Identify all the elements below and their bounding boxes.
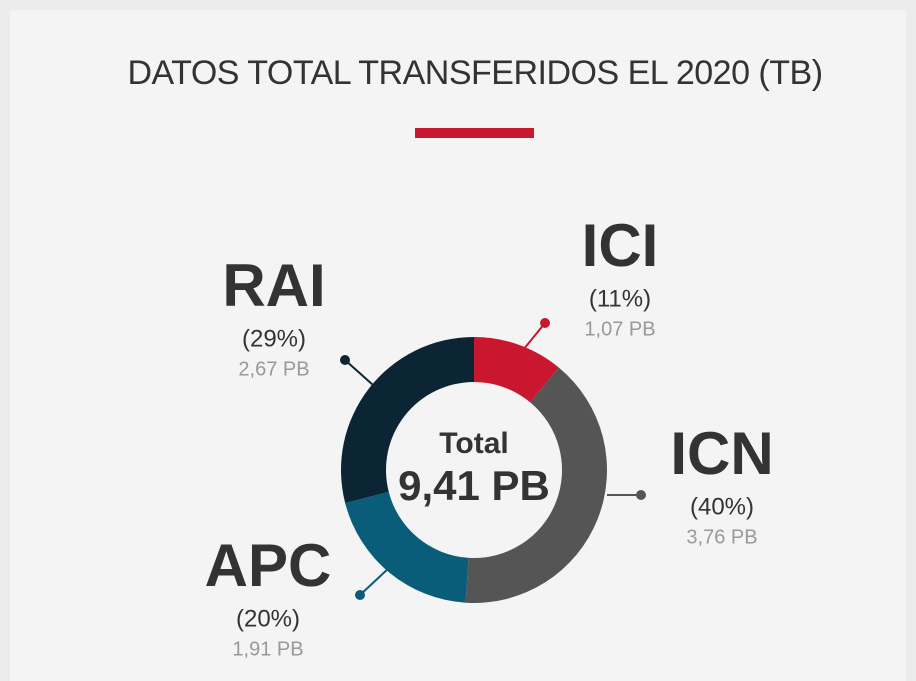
title-underline	[415, 128, 534, 138]
amount-label: 3,76 PB	[686, 526, 757, 548]
category-label: ICN	[670, 420, 773, 487]
leader-dot	[355, 590, 365, 600]
amount-label: 2,67 PB	[238, 358, 309, 380]
value-label: (29%)	[242, 325, 306, 352]
leader-dot	[540, 318, 550, 328]
category-label: ICI	[582, 212, 659, 279]
value-label: (11%)	[589, 285, 651, 312]
category-label: APC	[205, 532, 332, 599]
amount-label: 1,07 PB	[584, 318, 655, 340]
center-value: 9,41 PB	[398, 462, 550, 509]
leader-dot	[340, 355, 350, 365]
donut-slice	[474, 337, 559, 403]
leader-dot	[636, 490, 646, 500]
value-label: (20%)	[236, 605, 300, 632]
leader-line	[518, 322, 546, 356]
donut-slice	[341, 337, 474, 504]
donut-slice	[345, 491, 469, 603]
leader-line	[359, 566, 391, 596]
center-label: Total	[439, 427, 508, 460]
donut-slice	[465, 367, 608, 603]
leader-line	[344, 359, 374, 386]
category-label: RAI	[222, 252, 325, 319]
value-label: (40%)	[690, 493, 754, 520]
amount-label: 1,91 PB	[232, 638, 303, 660]
chart-title: DATOS TOTAL TRANSFERIDOS EL 2020 (TB)	[127, 54, 822, 92]
